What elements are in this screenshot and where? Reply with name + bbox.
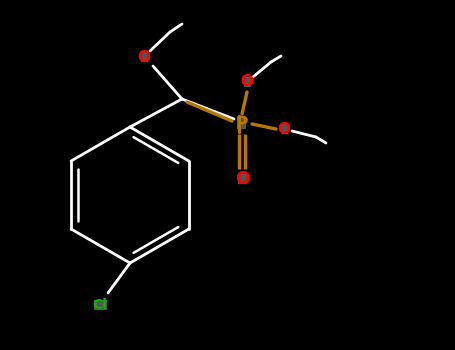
- FancyBboxPatch shape: [238, 119, 246, 129]
- FancyBboxPatch shape: [141, 52, 147, 62]
- FancyBboxPatch shape: [93, 300, 106, 309]
- Text: P: P: [236, 115, 248, 133]
- Text: O: O: [235, 170, 249, 188]
- FancyBboxPatch shape: [243, 77, 251, 86]
- FancyBboxPatch shape: [238, 174, 246, 184]
- FancyBboxPatch shape: [280, 125, 288, 134]
- Text: Cl: Cl: [92, 298, 107, 312]
- Text: O: O: [241, 75, 253, 90]
- FancyBboxPatch shape: [238, 119, 246, 129]
- Text: O: O: [278, 121, 290, 136]
- Text: O: O: [137, 49, 151, 64]
- Text: P: P: [236, 115, 248, 133]
